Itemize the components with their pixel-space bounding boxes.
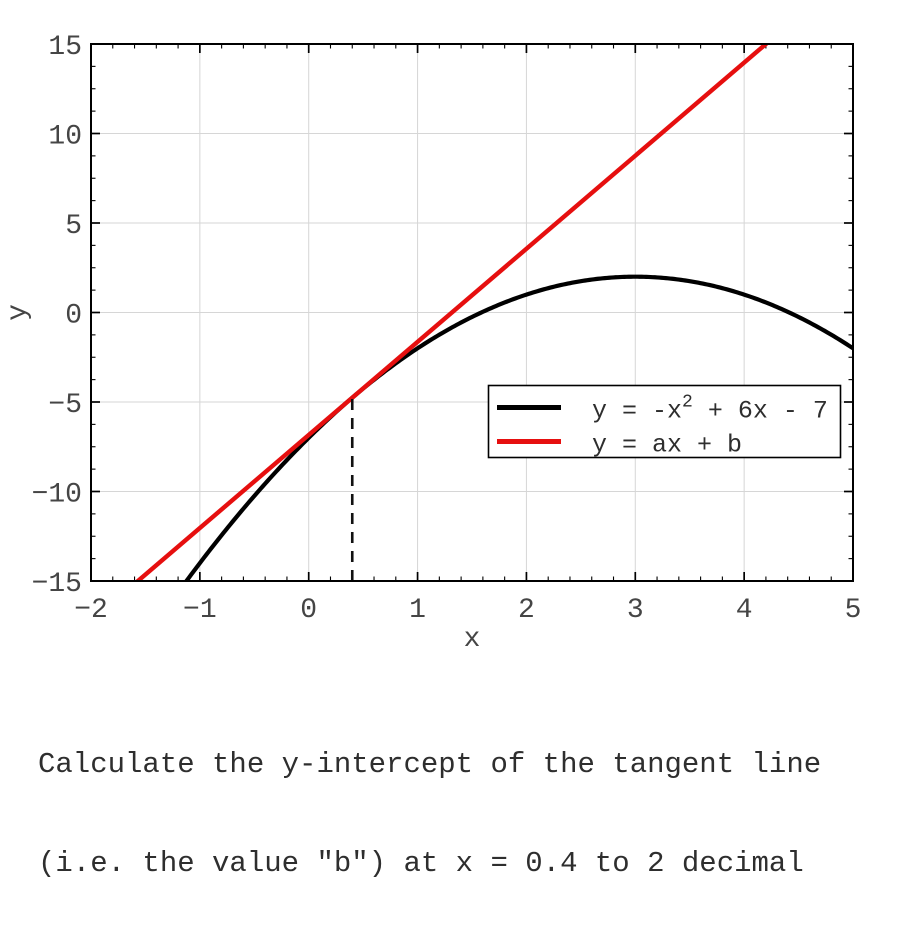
question-line-2: (i.e. the value "b") at x = 0.4 to 2 dec… bbox=[38, 847, 804, 880]
y-tick-label: 15 bbox=[48, 32, 82, 63]
x-tick-label: 5 bbox=[845, 595, 862, 626]
x-tick-label: −2 bbox=[74, 595, 108, 626]
legend-label: y = ax + b bbox=[592, 431, 742, 460]
x-tick-label: 3 bbox=[627, 595, 644, 626]
y-tick-label: 10 bbox=[48, 122, 82, 153]
x-tick-label: 4 bbox=[736, 595, 753, 626]
tangent-line bbox=[134, 44, 770, 581]
x-tick-label: 1 bbox=[409, 595, 426, 626]
y-axis-label: y bbox=[3, 304, 34, 321]
y-tick-label: −10 bbox=[32, 480, 82, 511]
legend: y = -x2 + 6x - 7 y = ax + b bbox=[487, 384, 842, 460]
grid bbox=[91, 44, 853, 581]
series-group bbox=[134, 44, 853, 581]
y-tick-label: −5 bbox=[48, 390, 82, 421]
plot-border bbox=[90, 43, 854, 582]
parabola-curve bbox=[183, 274, 853, 581]
x-tick-label: −1 bbox=[183, 595, 217, 626]
x-tick-label: 2 bbox=[518, 595, 535, 626]
x-axis-label: x bbox=[464, 624, 481, 655]
question-line-1: Calculate the y-intercept of the tangent… bbox=[38, 748, 822, 781]
x-tick-label: 0 bbox=[300, 595, 317, 626]
legend-box bbox=[487, 384, 842, 459]
question-text: Calculate the y-intercept of the tangent… bbox=[38, 682, 868, 930]
y-tick-label: 5 bbox=[65, 211, 82, 242]
y-tick-label: −15 bbox=[32, 569, 82, 600]
legend-label: y = -x2 + 6x - 7 bbox=[592, 393, 828, 426]
y-tick-label: 0 bbox=[65, 301, 82, 332]
